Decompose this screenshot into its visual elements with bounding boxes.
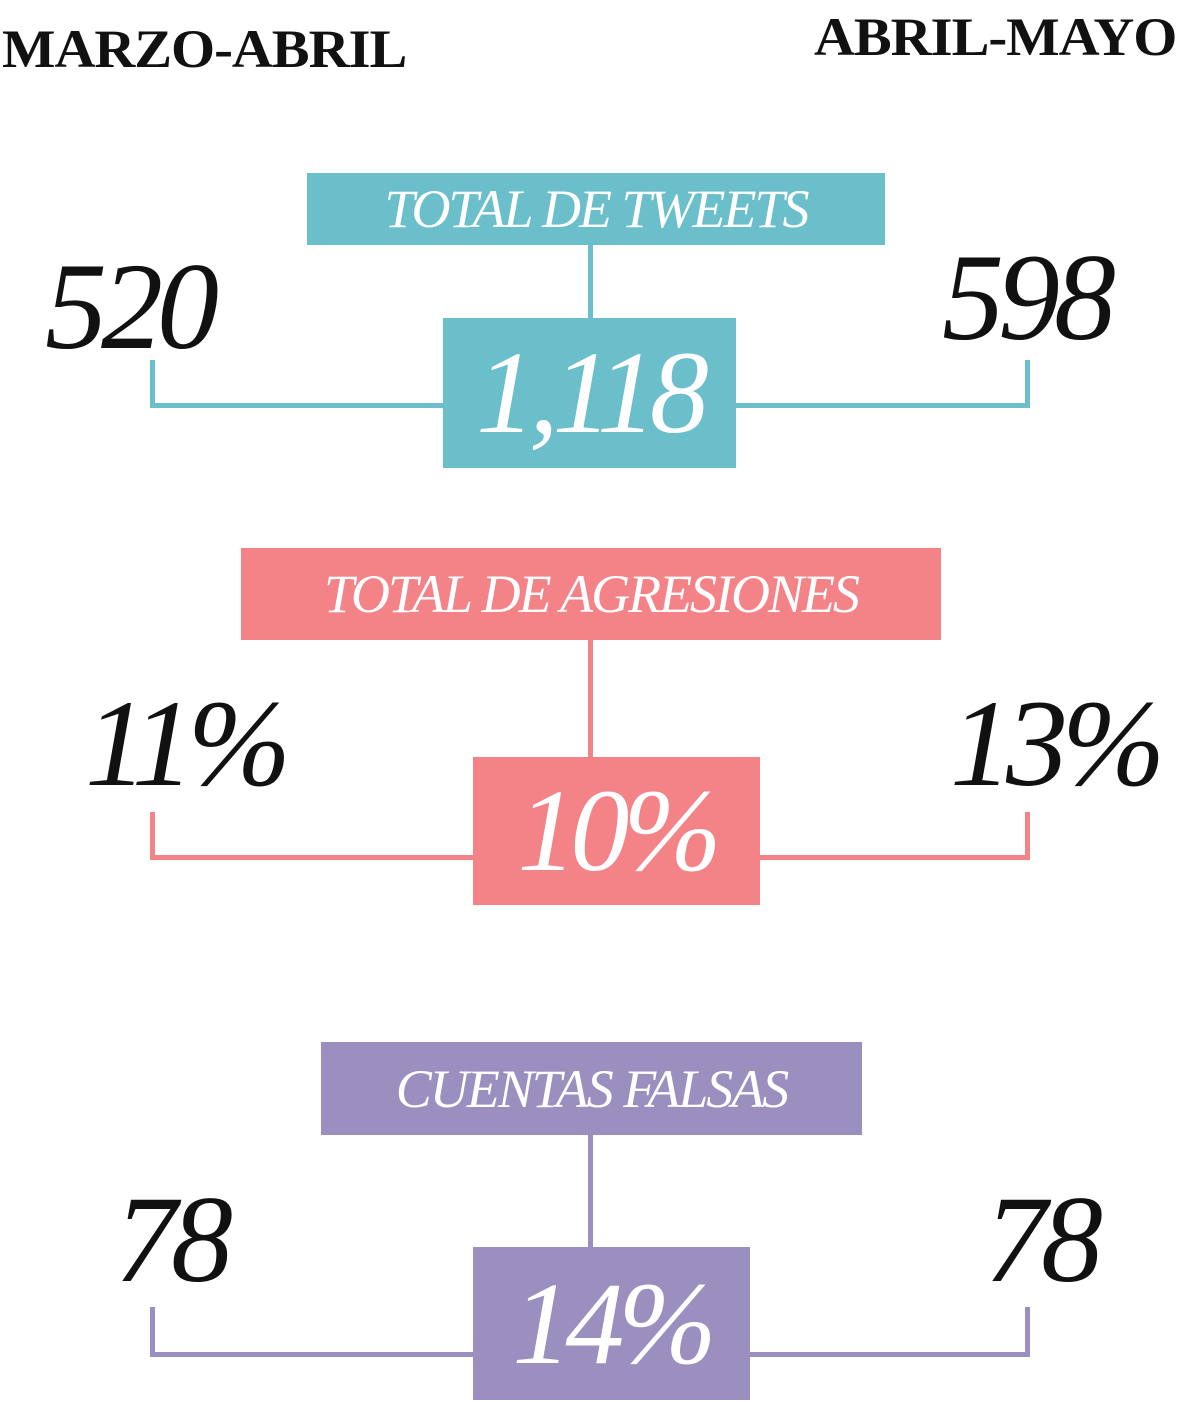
section-label: CUENTAS FALSAS: [321, 1042, 862, 1135]
bracket-left-h: [150, 1352, 475, 1357]
left-value: 520: [45, 238, 219, 375]
bracket-right: [1025, 1307, 1030, 1357]
bracket-right-h: [748, 1352, 1030, 1357]
connector-line: [588, 1135, 593, 1247]
bracket-left: [150, 812, 155, 860]
right-value: 13%: [950, 675, 1165, 812]
total-value: 1,118: [443, 318, 736, 468]
right-value: 598: [942, 229, 1116, 366]
total-value: 14%: [473, 1247, 750, 1400]
section-label: TOTAL DE AGRESIONES: [241, 548, 941, 640]
header-marzo-abril: MARZO-ABRIL: [2, 19, 407, 79]
header-abril-mayo: ABRIL-MAYO: [814, 7, 1177, 67]
total-value: 10%: [473, 757, 760, 905]
connector-line: [588, 640, 593, 757]
bracket-left: [150, 360, 155, 408]
connector-line: [588, 245, 593, 318]
bracket-left-h: [150, 855, 475, 860]
bracket-left: [150, 1307, 155, 1357]
left-value: 11%: [85, 675, 291, 812]
bracket-right-h: [758, 855, 1030, 860]
section-label: TOTAL DE TWEETS: [307, 173, 885, 245]
bracket-right: [1025, 812, 1030, 860]
left-value: 78: [115, 1171, 233, 1308]
bracket-right-h: [734, 403, 1030, 408]
bracket-left-h: [150, 403, 445, 408]
right-value: 78: [985, 1171, 1103, 1308]
bracket-right: [1025, 360, 1030, 408]
